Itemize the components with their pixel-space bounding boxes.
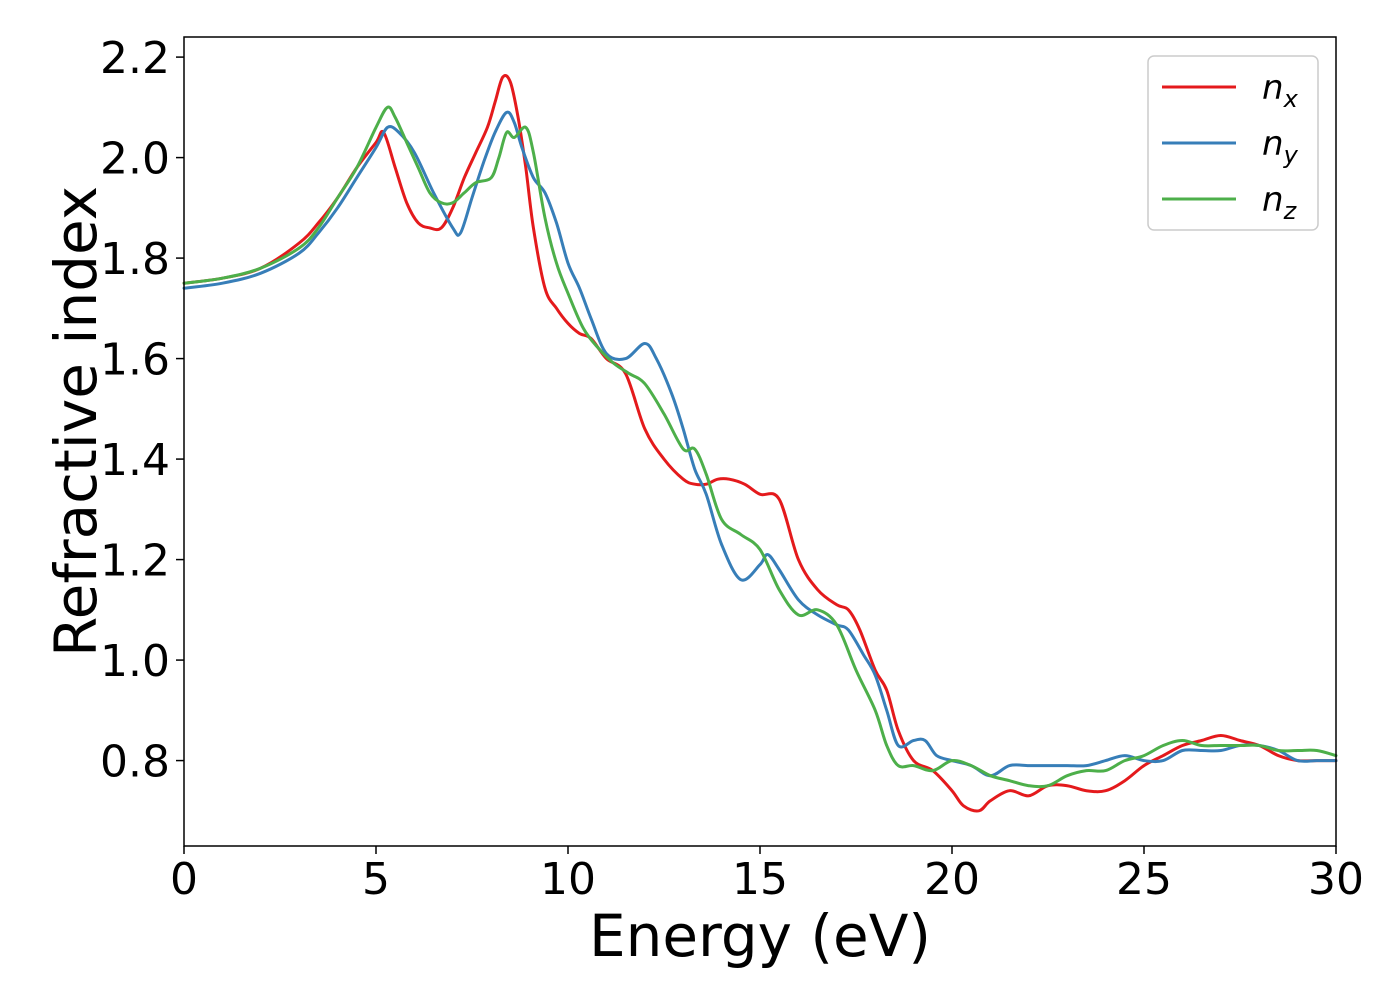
x-tick-label: 5	[362, 854, 390, 905]
y-tick-label: 1.2	[100, 536, 170, 587]
series-layer	[182, 74, 1338, 813]
series-line-nz	[182, 105, 1338, 789]
x-tick-label: 25	[1116, 854, 1172, 905]
y-tick-label: 1.8	[100, 234, 170, 285]
y-axis: 0.8 1.0 1.2 1.4 1.6 1.8 2.0 2.2	[100, 33, 184, 788]
y-tick-label: 2.2	[100, 33, 170, 84]
y-tick-label: 0.8	[100, 737, 170, 788]
series-line-nx	[182, 74, 1338, 813]
y-tick-label: 1.0	[100, 636, 170, 687]
x-axis-label: Energy (eV)	[589, 902, 931, 970]
x-tick-label: 15	[732, 854, 788, 905]
x-tick-label: 30	[1308, 854, 1364, 905]
x-tick-label: 20	[924, 854, 980, 905]
x-axis: 0 5 10 15 20 25 30	[170, 846, 1364, 905]
series-line-ny	[182, 110, 1338, 778]
y-tick-label: 1.4	[100, 435, 170, 486]
x-tick-label: 0	[170, 854, 198, 905]
y-tick-label: 1.6	[100, 335, 170, 386]
y-tick-label: 2.0	[100, 134, 170, 185]
y-axis-label: Refractive index	[42, 186, 110, 657]
x-tick-label: 10	[540, 854, 596, 905]
